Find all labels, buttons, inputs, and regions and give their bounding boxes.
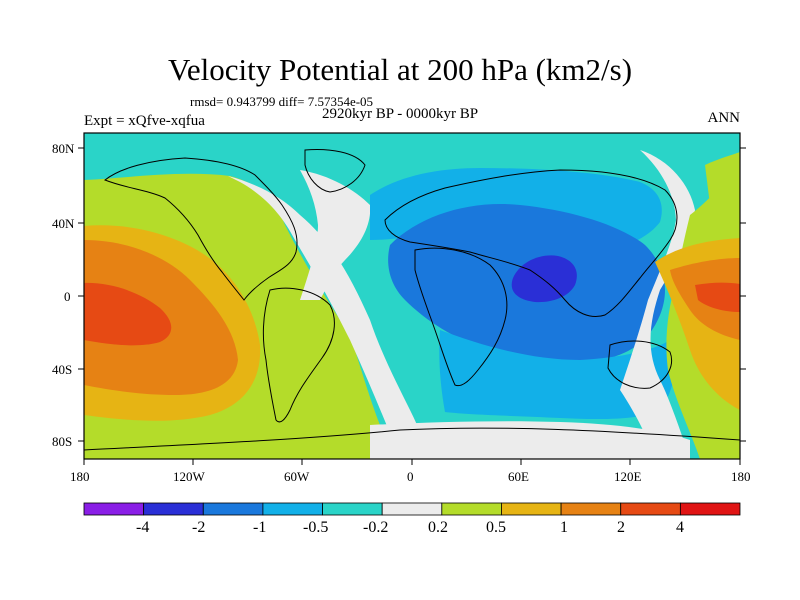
band-white-south — [370, 421, 690, 459]
band-white-west — [228, 176, 430, 459]
colorbar-label-2: -2 — [192, 519, 206, 536]
map-title: Velocity Potential at 200 hPa (km2/s) — [167, 52, 633, 87]
lon-label-120w: 120W — [173, 469, 205, 484]
outline-antarctica — [84, 427, 740, 451]
lon-ticks — [83, 459, 741, 465]
stats-text: rmsd= 0.943799 diff= 7.57354e-05 — [190, 94, 374, 109]
colorbar-label-5: -0.2 — [363, 519, 389, 536]
lat-label-80n: 80N — [52, 141, 75, 156]
lon-label-0: 0 — [407, 469, 414, 484]
continent-outlines — [84, 149, 740, 451]
colorbar-label-8: 1 — [560, 519, 568, 536]
band-green-ne — [705, 152, 740, 205]
velocity-potential-field — [84, 133, 740, 459]
lon-label-120e: 120E — [614, 469, 642, 484]
band-white-patch — [313, 228, 357, 246]
outline-australia — [607, 340, 673, 389]
lat-label-eq: 0 — [64, 289, 71, 304]
colorbar-box-4 — [262, 502, 323, 516]
lat-label-80s: 80S — [52, 434, 73, 449]
colorbar-label-9: 2 — [617, 519, 625, 536]
colorbar-label-7: 0.5 — [486, 519, 506, 536]
colorbar-box-2 — [143, 502, 204, 516]
band-red-east — [695, 282, 740, 312]
lat-label-40s: 40S — [52, 362, 73, 377]
colorbar-box-1 — [83, 502, 145, 516]
season-label: ANN — [707, 110, 741, 126]
outline-europe-asia — [384, 169, 678, 317]
lon-label-60e: 60E — [508, 469, 529, 484]
colorbar-label-10: 4 — [676, 519, 684, 536]
colorbar-box-8 — [501, 502, 562, 516]
period-label: 2920kyr BP - 0000kyr BP — [322, 106, 479, 122]
colorbar-label-3: -1 — [253, 519, 267, 536]
band-red-west — [84, 282, 172, 346]
colorbar-box-9 — [560, 502, 622, 516]
outline-africa — [414, 247, 508, 387]
colorbar-box-5 — [322, 502, 383, 516]
colorbar-box-6 — [381, 502, 443, 516]
band-deepblue-core — [511, 255, 577, 303]
experiment-label: Expt = xQfve-xqfua — [84, 113, 205, 129]
colorbar-box-11 — [679, 502, 741, 516]
outline-north-america — [104, 157, 298, 301]
lat-label-40n: 40N — [52, 216, 75, 231]
colorbar-box-7 — [441, 502, 502, 516]
lon-label-60w: 60W — [284, 469, 310, 484]
band-blue-south — [439, 330, 676, 420]
outline-south-america — [262, 287, 335, 423]
lat-ticks — [78, 147, 746, 442]
lon-label-180e: 180 — [731, 469, 751, 484]
lon-label-180w: 180 — [70, 469, 90, 484]
colorbar-label-6: 0.2 — [428, 519, 448, 536]
outline-greenland — [304, 149, 366, 193]
colorbar-label-4: -0.5 — [303, 519, 329, 536]
colorbar-label-1: -4 — [136, 519, 150, 536]
colorbar — [83, 502, 741, 516]
colorbar-box-3 — [202, 502, 264, 516]
colorbar-box-10 — [620, 502, 681, 516]
